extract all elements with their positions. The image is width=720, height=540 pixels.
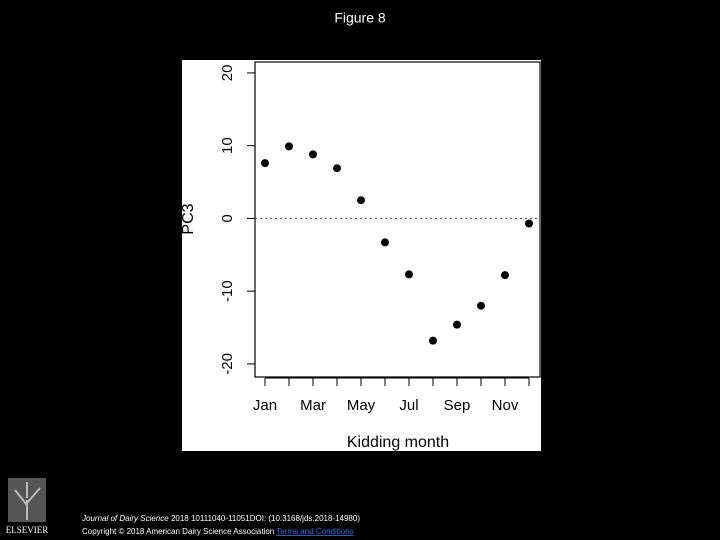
plot-frame [254, 61, 541, 378]
x-axis-label: Kidding month [347, 434, 449, 451]
journal: Journal of Dairy Science [81, 514, 169, 523]
point [501, 271, 509, 280]
point [381, 238, 389, 247]
publisher: ELSEVIER [6, 525, 49, 535]
y-tick-label: 10 [219, 137, 236, 154]
point [429, 336, 437, 345]
copyright: Copyright © 2018 American Dairy Science … [82, 527, 274, 536]
publisher-logo: ELSEVIER [6, 478, 49, 535]
point [525, 219, 533, 228]
y-tick-label: -10 [219, 280, 236, 302]
slide-title: Figure 8 [334, 10, 386, 26]
y-tick-label: 20 [219, 65, 236, 82]
logo-branches [14, 482, 41, 520]
y-tick-label: 0 [219, 214, 236, 222]
point [261, 159, 269, 168]
point [309, 150, 317, 159]
citation-line: Journal of Dairy Science 2018 10111040-1… [81, 514, 360, 523]
x-tick-label: Nov [492, 397, 519, 414]
y-axis-label: PC3 [180, 203, 197, 234]
point [405, 270, 413, 279]
terms-link[interactable]: Terms and Conditions [276, 527, 353, 536]
point [477, 301, 485, 310]
citation: 2018 10111040-11051DOI: (10.3168/jds.201… [171, 514, 360, 523]
point [333, 164, 341, 173]
point [357, 196, 365, 205]
figure-panel [182, 60, 541, 451]
x-tick-label: Jan [253, 397, 277, 414]
copyright-line: Copyright © 2018 American Dairy Science … [82, 527, 354, 536]
x-tick-label: Sep [444, 397, 471, 414]
x-tick-label: May [347, 397, 376, 414]
x-tick-label: Mar [300, 397, 326, 414]
point [453, 320, 461, 329]
y-tick-label: -20 [219, 353, 236, 375]
x-tick-label: Jul [399, 397, 418, 414]
point [285, 142, 293, 151]
